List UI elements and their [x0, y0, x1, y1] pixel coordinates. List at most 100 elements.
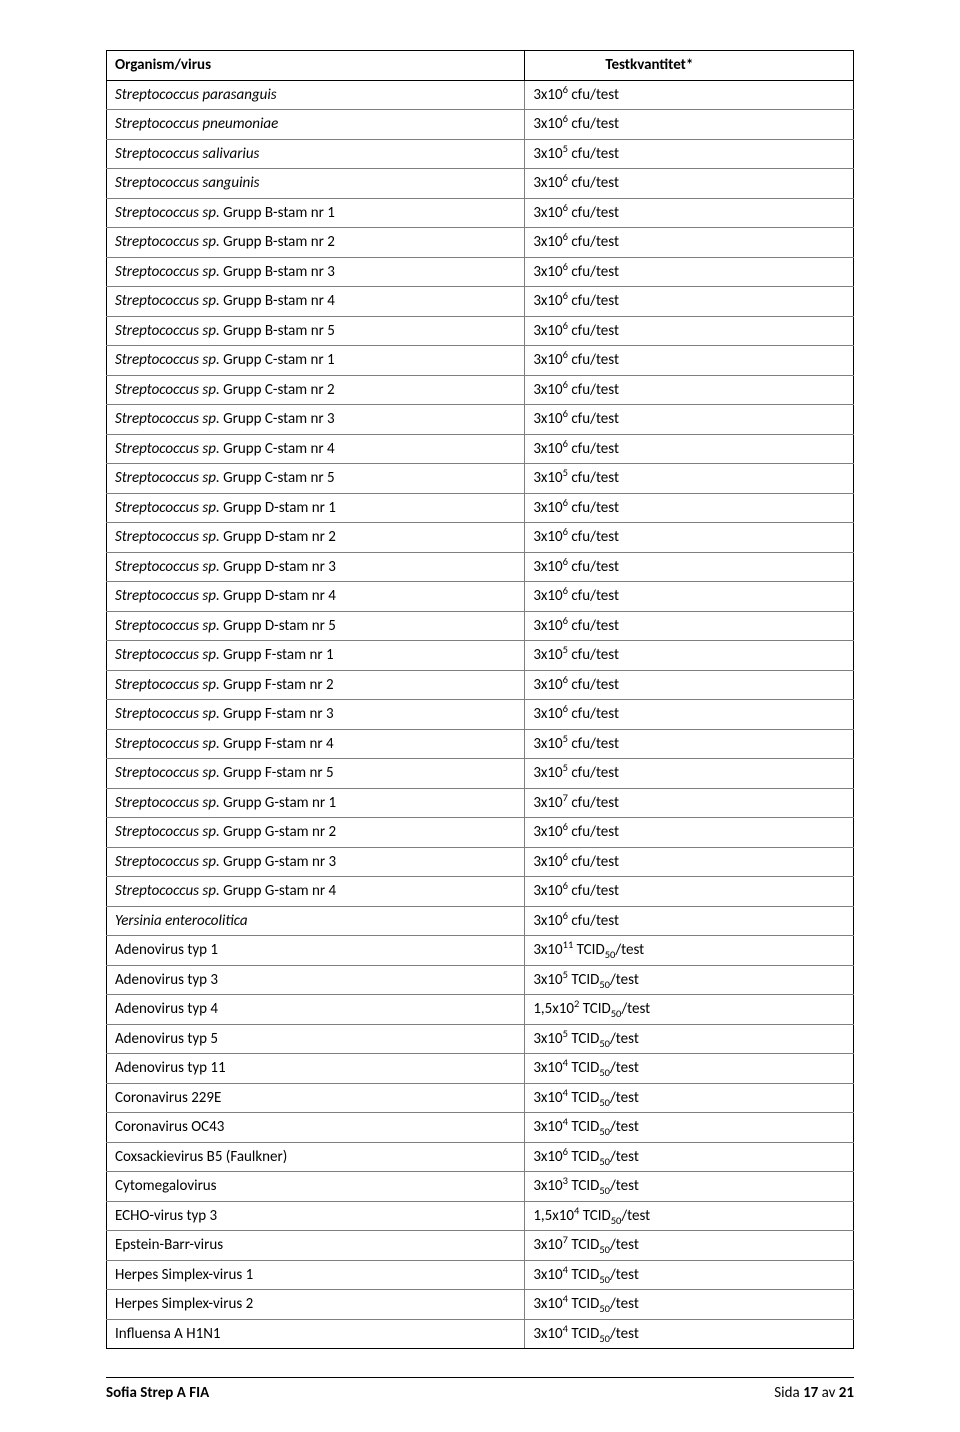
cell-organism: Streptococcus sp. Grupp C-stam nr 1	[107, 346, 525, 376]
cell-quantity: 3x106 cfu/test	[525, 287, 854, 317]
cell-organism: Streptococcus sp. Grupp C-stam nr 5	[107, 464, 525, 494]
table-row: Adenovirus typ 13x1011 TCID50/test	[107, 936, 854, 966]
cell-quantity: 3x105 cfu/test	[525, 464, 854, 494]
table-row: Yersinia enterocolitica3x106 cfu/test	[107, 906, 854, 936]
cell-quantity: 3x106 cfu/test	[525, 611, 854, 641]
cell-quantity: 3x106 cfu/test	[525, 493, 854, 523]
cell-quantity: 3x107 TCID50/test	[525, 1231, 854, 1261]
cell-quantity: 3x105 TCID50/test	[525, 965, 854, 995]
cell-organism: Streptococcus sp. Grupp B-stam nr 4	[107, 287, 525, 317]
cell-organism: Streptococcus salivarius	[107, 139, 525, 169]
cell-quantity: 3x104 TCID50/test	[525, 1054, 854, 1084]
table-row: ECHO-virus typ 31,5x104 TCID50/test	[107, 1201, 854, 1231]
cell-quantity: 3x105 cfu/test	[525, 759, 854, 789]
cell-organism: Adenovirus typ 5	[107, 1024, 525, 1054]
cell-quantity: 3x106 cfu/test	[525, 228, 854, 258]
table-row: Streptococcus sp. Grupp F-stam nr 53x105…	[107, 759, 854, 789]
cell-quantity: 3x107 cfu/test	[525, 788, 854, 818]
cell-organism: Streptococcus pneumoniae	[107, 110, 525, 140]
table-row: Streptococcus sanguinis3x106 cfu/test	[107, 169, 854, 199]
cell-quantity: 3x106 cfu/test	[525, 582, 854, 612]
cell-quantity: 3x106 cfu/test	[525, 198, 854, 228]
cell-quantity: 3x104 TCID50/test	[525, 1260, 854, 1290]
cell-organism: Streptococcus sanguinis	[107, 169, 525, 199]
table-row: Streptococcus sp. Grupp G-stam nr 43x106…	[107, 877, 854, 907]
table-row: Streptococcus sp. Grupp B-stam nr 43x106…	[107, 287, 854, 317]
cell-quantity: 3x106 cfu/test	[525, 906, 854, 936]
cell-organism: Streptococcus sp. Grupp B-stam nr 3	[107, 257, 525, 287]
cell-quantity: 3x104 TCID50/test	[525, 1113, 854, 1143]
cell-quantity: 3x104 TCID50/test	[525, 1083, 854, 1113]
header-quantity: Testkvantitet*	[525, 51, 854, 81]
table-row: Adenovirus typ 113x104 TCID50/test	[107, 1054, 854, 1084]
cell-quantity: 3x105 cfu/test	[525, 139, 854, 169]
table-row: Streptococcus salivarius3x105 cfu/test	[107, 139, 854, 169]
table-row: Streptococcus sp. Grupp F-stam nr 13x105…	[107, 641, 854, 671]
table-row: Adenovirus typ 41,5x102 TCID50/test	[107, 995, 854, 1025]
table-row: Streptococcus sp. Grupp B-stam nr 23x106…	[107, 228, 854, 258]
table-row: Streptococcus sp. Grupp B-stam nr 13x106…	[107, 198, 854, 228]
cell-quantity: 3x105 cfu/test	[525, 641, 854, 671]
cell-quantity: 3x104 TCID50/test	[525, 1319, 854, 1349]
table-row: Herpes Simplex-virus 23x104 TCID50/test	[107, 1290, 854, 1320]
cell-organism: Streptococcus sp. Grupp F-stam nr 3	[107, 700, 525, 730]
cell-quantity: 3x106 cfu/test	[525, 169, 854, 199]
table-row: Epstein-Barr-virus3x107 TCID50/test	[107, 1231, 854, 1261]
cell-quantity: 3x106 cfu/test	[525, 80, 854, 110]
cell-organism: Streptococcus sp. Grupp G-stam nr 2	[107, 818, 525, 848]
cell-organism: Epstein-Barr-virus	[107, 1231, 525, 1261]
cell-quantity: 3x103 TCID50/test	[525, 1172, 854, 1202]
cell-organism: Streptococcus sp. Grupp B-stam nr 1	[107, 198, 525, 228]
cell-organism: Streptococcus sp. Grupp G-stam nr 1	[107, 788, 525, 818]
cell-quantity: 1,5x102 TCID50/test	[525, 995, 854, 1025]
footer-total-pages: 21	[839, 1384, 854, 1402]
cell-organism: Streptococcus sp. Grupp D-stam nr 2	[107, 523, 525, 553]
test-quantity-table: Organism/virus Testkvantitet* Streptococ…	[106, 50, 854, 1349]
cell-organism: Streptococcus sp. Grupp F-stam nr 4	[107, 729, 525, 759]
table-row: Streptococcus sp. Grupp C-stam nr 33x106…	[107, 405, 854, 435]
table-row: Coronavirus OC433x104 TCID50/test	[107, 1113, 854, 1143]
table-row: Streptococcus sp. Grupp C-stam nr 13x106…	[107, 346, 854, 376]
table-row: Streptococcus sp. Grupp B-stam nr 33x106…	[107, 257, 854, 287]
cell-quantity: 3x106 cfu/test	[525, 346, 854, 376]
cell-quantity: 3x106 cfu/test	[525, 847, 854, 877]
cell-organism: Streptococcus sp. Grupp F-stam nr 1	[107, 641, 525, 671]
table-row: Adenovirus typ 33x105 TCID50/test	[107, 965, 854, 995]
header-organism: Organism/virus	[107, 51, 525, 81]
cell-organism: Streptococcus sp. Grupp B-stam nr 5	[107, 316, 525, 346]
cell-organism: Herpes Simplex-virus 2	[107, 1290, 525, 1320]
table-row: Streptococcus sp. Grupp C-stam nr 43x106…	[107, 434, 854, 464]
table-row: Coxsackievirus B5 (Faulkner)3x106 TCID50…	[107, 1142, 854, 1172]
table-row: Adenovirus typ 53x105 TCID50/test	[107, 1024, 854, 1054]
table-row: Streptococcus pneumoniae3x106 cfu/test	[107, 110, 854, 140]
cell-quantity: 3x106 TCID50/test	[525, 1142, 854, 1172]
cell-quantity: 3x106 cfu/test	[525, 405, 854, 435]
cell-quantity: 3x106 cfu/test	[525, 700, 854, 730]
table-body: Streptococcus parasanguis3x106 cfu/testS…	[107, 80, 854, 1349]
cell-quantity: 3x106 cfu/test	[525, 877, 854, 907]
table-row: Streptococcus sp. Grupp G-stam nr 33x106…	[107, 847, 854, 877]
cell-organism: Coronavirus 229E	[107, 1083, 525, 1113]
cell-organism: Streptococcus sp. Grupp B-stam nr 2	[107, 228, 525, 258]
table-row: Streptococcus sp. Grupp D-stam nr 23x106…	[107, 523, 854, 553]
cell-quantity: 3x106 cfu/test	[525, 257, 854, 287]
cell-quantity: 3x106 cfu/test	[525, 316, 854, 346]
cell-organism: Streptococcus sp. Grupp F-stam nr 5	[107, 759, 525, 789]
cell-organism: Coronavirus OC43	[107, 1113, 525, 1143]
cell-quantity: 3x106 cfu/test	[525, 818, 854, 848]
cell-organism: Adenovirus typ 1	[107, 936, 525, 966]
cell-organism: Yersinia enterocolitica	[107, 906, 525, 936]
cell-organism: Streptococcus sp. Grupp C-stam nr 2	[107, 375, 525, 405]
cell-organism: Adenovirus typ 3	[107, 965, 525, 995]
table-row: Herpes Simplex-virus 13x104 TCID50/test	[107, 1260, 854, 1290]
cell-organism: Streptococcus parasanguis	[107, 80, 525, 110]
cell-quantity: 3x106 cfu/test	[525, 523, 854, 553]
cell-quantity: 3x106 cfu/test	[525, 110, 854, 140]
cell-organism: Streptococcus sp. Grupp D-stam nr 3	[107, 552, 525, 582]
document-page: Organism/virus Testkvantitet* Streptococ…	[0, 0, 960, 1432]
cell-organism: Cytomegalovirus	[107, 1172, 525, 1202]
table-row: Streptococcus sp. Grupp G-stam nr 23x106…	[107, 818, 854, 848]
cell-quantity: 3x105 cfu/test	[525, 729, 854, 759]
cell-quantity: 3x106 cfu/test	[525, 434, 854, 464]
cell-organism: Streptococcus sp. Grupp G-stam nr 4	[107, 877, 525, 907]
